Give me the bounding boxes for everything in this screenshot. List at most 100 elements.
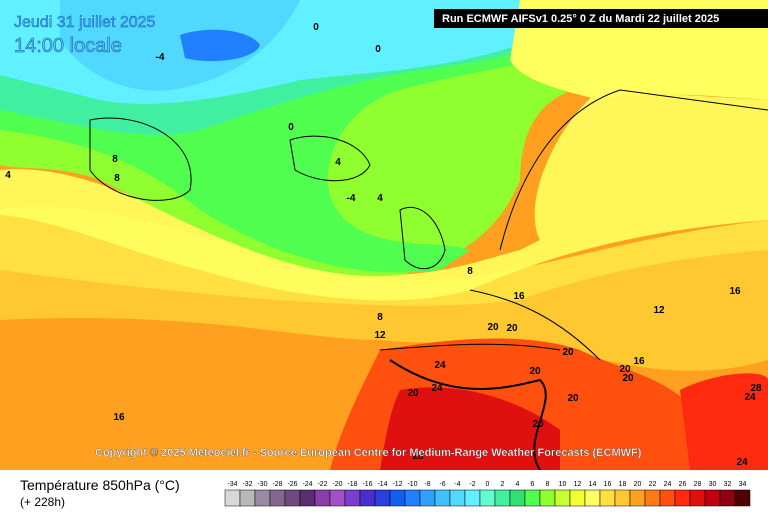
scale-swatch — [389, 489, 406, 507]
contour-label: 16 — [633, 356, 645, 367]
scale-swatch — [344, 489, 361, 507]
scale-label: -24 — [302, 481, 312, 488]
scale-swatch — [524, 489, 541, 507]
contour-label: 20 — [562, 347, 574, 358]
scale-label: -14 — [377, 481, 387, 488]
contour-label: 24 — [434, 360, 446, 371]
scale-swatch — [539, 489, 556, 507]
contour-label: 12 — [653, 305, 665, 316]
contour-label: 20 — [407, 388, 419, 399]
scale-swatch — [674, 489, 691, 507]
map-background — [0, 0, 768, 471]
scale-swatch — [434, 489, 451, 507]
scale-label: 8 — [546, 481, 550, 488]
scale-label: -4 — [454, 481, 460, 488]
contour-label: 4 — [335, 157, 341, 168]
scale-swatch — [614, 489, 631, 507]
contour-label: 8 — [467, 266, 473, 277]
scale-label: 18 — [619, 481, 627, 488]
scale-swatch — [359, 489, 376, 507]
contour-label: 20 — [506, 323, 518, 334]
contour-label: -4 — [156, 52, 165, 63]
scale-label: -20 — [332, 481, 342, 488]
contour-label: 20 — [532, 419, 544, 430]
scale-swatch — [404, 489, 421, 507]
scale-label: -28 — [272, 481, 282, 488]
scale-label: 28 — [694, 481, 702, 488]
contour-label: -4 — [347, 193, 356, 204]
scale-label: -22 — [317, 481, 327, 488]
footer-title: Température 850hPa (°C) — [20, 477, 180, 493]
contour-label: 8 — [377, 312, 383, 323]
scale-swatch — [494, 489, 511, 507]
contour-label: 8 — [114, 173, 120, 184]
contour-label: 20 — [622, 373, 634, 384]
scale-label: 34 — [739, 481, 747, 488]
color-scale: -34 -32 -30 -28 -26 -24 -22 -20 -18 -16 -14 -12 -10-… — [224, 481, 751, 507]
scale-label: 14 — [589, 481, 597, 488]
footer-lead: (+ 228h) — [20, 495, 65, 509]
scale-label: 12 — [574, 481, 582, 488]
scale-label: -8 — [424, 481, 430, 488]
contour-label: 20 — [567, 393, 579, 404]
scale-swatch — [269, 489, 286, 507]
scale-swatch — [599, 489, 616, 507]
scale-swatch — [299, 489, 316, 507]
scale-label: -30 — [257, 481, 267, 488]
scale-label: 26 — [679, 481, 687, 488]
scale-swatch — [659, 489, 676, 507]
scale-swatch — [224, 489, 241, 507]
scale-label: -32 — [242, 481, 252, 488]
scale-swatch — [509, 489, 526, 507]
scale-label: -18 — [347, 481, 357, 488]
scale-swatch — [284, 489, 301, 507]
contour-label: 28 — [750, 383, 762, 394]
scale-label: 32 — [724, 481, 732, 488]
scale-label: 2 — [501, 481, 505, 488]
scale-swatch — [554, 489, 571, 507]
time: 14:00 locale — [14, 35, 122, 57]
scale-swatch — [239, 489, 256, 507]
scale-swatch — [704, 489, 721, 507]
scale-label: 20 — [634, 481, 642, 488]
scale-label: -16 — [362, 481, 372, 488]
contour-label: 20 — [487, 322, 499, 333]
scale-swatch — [689, 489, 706, 507]
scale-swatch — [314, 489, 331, 507]
copyright: Copyright © 2025 Meteociel.fr - Source E… — [95, 447, 642, 459]
scale-swatch — [569, 489, 586, 507]
scale-label: 10 — [559, 481, 567, 488]
scale-label: 22 — [649, 481, 657, 488]
contour-label: 0 — [375, 44, 381, 55]
contour-label: 4 — [5, 170, 11, 181]
contour-label: 20 — [529, 366, 541, 377]
contour-label: 12 — [374, 330, 386, 341]
scale-swatch — [329, 489, 346, 507]
date: Jeudi 31 juillet 2025 — [14, 14, 156, 31]
contour-label: 4 — [377, 193, 383, 204]
contour-label: 8 — [112, 154, 118, 165]
contour-label: 0 — [288, 122, 294, 133]
contour-label: 24 — [431, 383, 443, 394]
scale-swatch — [644, 489, 661, 507]
scale-label: -34 — [227, 481, 237, 488]
scale-swatch — [584, 489, 601, 507]
contour-label: 28 — [412, 451, 424, 462]
scale-label: -12 — [392, 481, 402, 488]
scale-swatch — [629, 489, 646, 507]
scale-swatch — [464, 489, 481, 507]
scale-label: 24 — [664, 481, 672, 488]
scale-swatch — [449, 489, 466, 507]
scale-label: -26 — [287, 481, 297, 488]
contour-label: 16 — [729, 286, 741, 297]
contour-label: 0 — [313, 22, 319, 33]
scale-swatch — [734, 489, 751, 507]
scale-label: 4 — [516, 481, 520, 488]
run-info: Run ECMWF AIFSv1 0.25° 0 Z du Mardi 22 j… — [442, 13, 719, 25]
scale-label: 0 — [486, 481, 490, 488]
contour-label: 24 — [744, 392, 756, 403]
scale-swatch — [374, 489, 391, 507]
scale-label: 30 — [709, 481, 717, 488]
